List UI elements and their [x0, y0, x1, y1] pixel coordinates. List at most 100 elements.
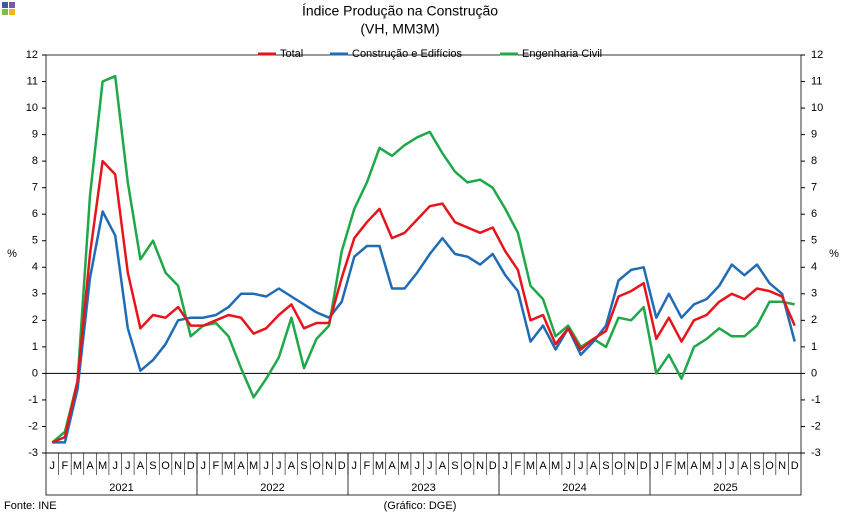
logo-square: [2, 2, 8, 8]
x-tick-label: O: [614, 460, 623, 472]
x-tick-label: M: [98, 460, 107, 472]
y2-tick-label: 12: [811, 49, 823, 61]
y-tick-label: 9: [32, 129, 38, 141]
x-tick-label: A: [741, 460, 749, 472]
series-line: [51, 159, 796, 444]
x-tick-label: J: [716, 460, 722, 472]
year-label: 2024: [562, 482, 586, 494]
year-label: 2021: [109, 482, 133, 494]
y2-tick-label: 8: [811, 155, 817, 167]
legend-label: Construção e Edifícios: [352, 48, 463, 60]
x-tick-label: F: [515, 460, 522, 472]
x-tick-label: A: [137, 460, 145, 472]
y-tick-label: -2: [28, 420, 38, 432]
legend-label: Engenharia Civil: [522, 48, 602, 60]
x-tick-label: S: [300, 460, 307, 472]
x-tick-label: S: [149, 460, 156, 472]
logo-square: [9, 2, 15, 8]
x-tick-label: M: [400, 460, 409, 472]
x-tick-label: M: [551, 460, 560, 472]
y-tick-label: 1: [32, 341, 38, 353]
x-tick-label: J: [112, 460, 118, 472]
x-tick-label: N: [778, 460, 786, 472]
x-tick-label: D: [791, 460, 799, 472]
x-tick-label: D: [187, 460, 195, 472]
x-tick-label: F: [666, 460, 673, 472]
y-tick-label: -1: [28, 394, 38, 406]
y2-tick-label: 1: [811, 341, 817, 353]
x-tick-label: D: [489, 460, 497, 472]
chart-subtitle: (VH, MM3M): [360, 21, 439, 37]
x-tick-label: N: [627, 460, 635, 472]
y-tick-label: 6: [32, 208, 38, 220]
x-tick-label: N: [174, 460, 182, 472]
x-tick-label: D: [338, 460, 346, 472]
year-label: 2025: [713, 482, 737, 494]
x-tick-label: A: [539, 460, 547, 472]
x-tick-label: O: [765, 460, 774, 472]
x-tick-label: M: [375, 460, 384, 472]
chart-title: Índice Produção na Construção: [302, 3, 498, 19]
x-tick-label: J: [565, 460, 571, 472]
series-line: [52, 210, 796, 444]
y-tick-label: 4: [32, 261, 38, 273]
x-tick-label: J: [276, 460, 282, 472]
x-tick-label: M: [526, 460, 535, 472]
x-tick-label: M: [249, 460, 258, 472]
x-tick-label: D: [640, 460, 648, 472]
x-tick-label: J: [263, 460, 269, 472]
year-label: 2022: [260, 482, 284, 494]
y-tick-label: 3: [32, 288, 38, 300]
x-tick-label: F: [364, 460, 371, 472]
y-tick-label: 8: [32, 155, 38, 167]
source: Fonte: INE: [4, 500, 57, 512]
y2-tick-label: 9: [811, 129, 817, 141]
x-tick-label: J: [201, 460, 207, 472]
x-tick-label: A: [288, 460, 296, 472]
x-tick-label: J: [578, 460, 584, 472]
x-tick-label: A: [439, 460, 447, 472]
x-tick-label: F: [213, 460, 220, 472]
x-tick-label: J: [427, 460, 433, 472]
x-tick-label: S: [753, 460, 760, 472]
y-tick-label: 7: [32, 182, 38, 194]
x-tick-label: M: [73, 460, 82, 472]
x-tick-label: O: [161, 460, 170, 472]
x-tick-label: J: [414, 460, 420, 472]
logo: [2, 2, 15, 15]
y-axis-label: %: [7, 248, 17, 260]
x-tick-label: O: [463, 460, 472, 472]
x-tick-label: S: [602, 460, 609, 472]
x-tick-label: M: [702, 460, 711, 472]
y-tick-label: 2: [32, 314, 38, 326]
y2-tick-label: 7: [811, 182, 817, 194]
x-tick-label: J: [729, 460, 735, 472]
y2-tick-label: 10: [811, 102, 823, 114]
y2-tick-label: -2: [811, 420, 821, 432]
x-tick-label: A: [237, 460, 245, 472]
y2-tick-label: -3: [811, 447, 821, 459]
y2-tick-label: 5: [811, 235, 817, 247]
y2-tick-label: 0: [811, 367, 817, 379]
x-tick-label: N: [476, 460, 484, 472]
y2-tick-label: -1: [811, 394, 821, 406]
y2-tick-label: 4: [811, 261, 817, 273]
credit: (Gráfico: DGE): [384, 500, 457, 512]
y2-tick-label: 11: [811, 75, 822, 87]
year-label: 2023: [411, 482, 435, 494]
y2-tick-label: 2: [811, 314, 817, 326]
x-tick-label: J: [503, 460, 509, 472]
y-tick-label: 10: [26, 102, 38, 114]
y-tick-label: 0: [32, 367, 38, 379]
x-tick-label: N: [325, 460, 333, 472]
y-tick-label: 12: [26, 49, 38, 61]
x-tick-label: J: [50, 460, 56, 472]
x-tick-label: J: [352, 460, 358, 472]
x-tick-label: A: [388, 460, 396, 472]
y2-tick-label: 3: [811, 288, 817, 300]
x-tick-label: J: [654, 460, 660, 472]
x-tick-label: S: [451, 460, 458, 472]
logo-square: [9, 9, 15, 15]
y2-tick-label: 6: [811, 208, 817, 220]
